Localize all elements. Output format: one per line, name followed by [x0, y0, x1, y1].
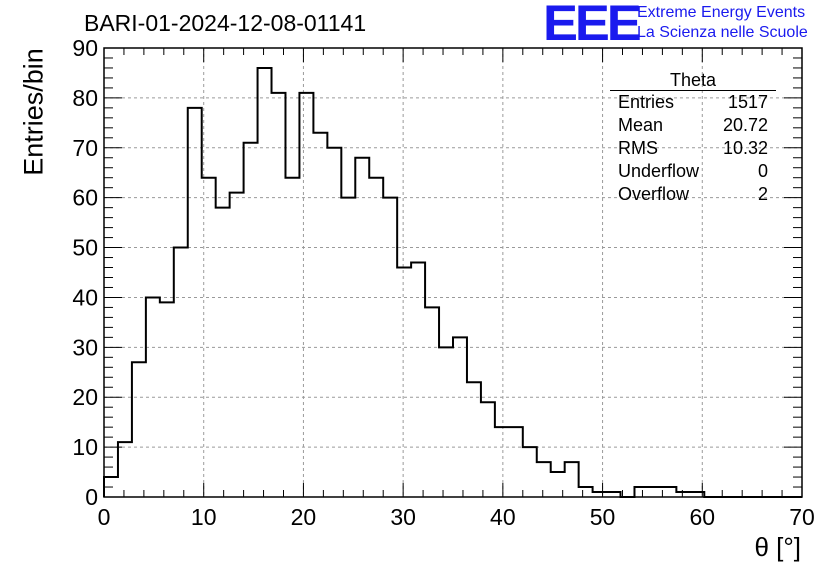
histogram-bin: [118, 442, 132, 497]
axis-ticks: [103, 47, 803, 498]
logo-line-1: Extreme Energy Events: [637, 4, 806, 21]
histogram-bin: [453, 337, 467, 497]
x-tick-label: 10: [191, 504, 217, 530]
x-tick-label: 50: [590, 504, 616, 530]
histogram-bin: [662, 487, 676, 497]
histogram-bin: [495, 427, 509, 497]
histogram-bin: [648, 487, 662, 497]
histogram-bin: [369, 178, 383, 497]
y-axis-label: Entries/bin: [18, 48, 49, 176]
stats-value: 20.72: [722, 115, 768, 135]
x-tick-label: 20: [291, 504, 317, 530]
histogram-bin: [299, 93, 313, 497]
stats-row-mean: Mean 20.72: [610, 114, 776, 137]
plot-frame: [103, 47, 803, 498]
histogram-bin: [509, 427, 523, 497]
histogram-bin: [523, 447, 537, 497]
stats-label: RMS: [618, 138, 658, 158]
histogram-bin: [244, 143, 258, 497]
histogram-bin: [425, 307, 439, 497]
histogram-bin: [230, 193, 244, 497]
histogram-bin: [174, 248, 188, 497]
y-tick-label: 70: [72, 135, 98, 161]
histogram-bin: [216, 208, 230, 497]
y-tick-label: 60: [72, 185, 98, 211]
histogram-bin: [313, 133, 327, 497]
x-tick-label: 0: [98, 504, 111, 530]
y-tick-label: 30: [72, 334, 98, 360]
eee-logo: EEE: [543, 0, 642, 51]
stats-value: 10.32: [722, 138, 768, 158]
histogram-bin: [341, 198, 355, 497]
stats-label: Underflow: [618, 161, 700, 181]
histogram-bin: [132, 362, 146, 497]
stats-row-entries: Entries 1517: [610, 91, 776, 114]
y-tick-label: 0: [85, 484, 98, 510]
stats-box: Theta Entries 1517 Mean 20.72 RMS 10.32 …: [610, 70, 776, 206]
histogram-bin: [397, 268, 411, 497]
histogram-bin: [188, 108, 202, 497]
stats-label: Entries: [618, 92, 675, 112]
histogram-bin: [258, 68, 272, 497]
stats-label: Mean: [618, 115, 664, 135]
histogram-bin: [285, 178, 299, 497]
histogram-bin: [579, 487, 593, 497]
logo-line-2: La Scienza nelle Scuole: [637, 24, 808, 41]
x-tick-label: 70: [789, 504, 815, 530]
histogram-bin: [467, 382, 481, 497]
histogram-bin: [327, 148, 341, 497]
stats-value: 2: [757, 184, 768, 204]
y-tick-label: 50: [72, 235, 98, 261]
x-tick-labels: 0 10 20 30 40 50 60 70: [98, 504, 815, 530]
x-tick-label: 40: [490, 504, 516, 530]
y-tick-label: 40: [72, 284, 98, 310]
x-tick-label: 30: [390, 504, 416, 530]
grid-lines: [104, 48, 802, 497]
histogram-bin: [537, 462, 551, 497]
stats-row-rms: RMS 10.32: [610, 137, 776, 160]
x-axis-label: θ [°]: [754, 532, 801, 562]
stats-value: 1517: [727, 92, 768, 112]
stats-row-overflow: Overflow 2: [610, 183, 776, 206]
histogram-bin: [383, 198, 397, 497]
histogram-bin: [565, 462, 579, 497]
stats-value: 0: [757, 161, 768, 181]
histogram-bin: [481, 402, 495, 497]
x-tick-label: 60: [689, 504, 715, 530]
histogram-outline: [103, 66, 802, 498]
plot-title: BARI-01-2024-12-08-01141: [84, 10, 367, 36]
histogram-bin: [634, 487, 648, 497]
stats-title: Theta: [610, 70, 776, 91]
histogram-bin: [355, 158, 369, 497]
y-tick-labels: 0 10 20 30 40 50 60 70 80 90: [72, 35, 98, 510]
y-tick-label: 90: [72, 35, 98, 61]
stats-label: Overflow: [618, 184, 690, 204]
histogram-bin: [160, 302, 174, 497]
stats-row-underflow: Underflow 0: [610, 160, 776, 183]
histogram-bin: [439, 347, 453, 497]
histogram-bin: [272, 93, 286, 497]
y-tick-label: 80: [72, 85, 98, 111]
y-tick-label: 20: [72, 384, 98, 410]
y-tick-label: 10: [72, 434, 98, 460]
